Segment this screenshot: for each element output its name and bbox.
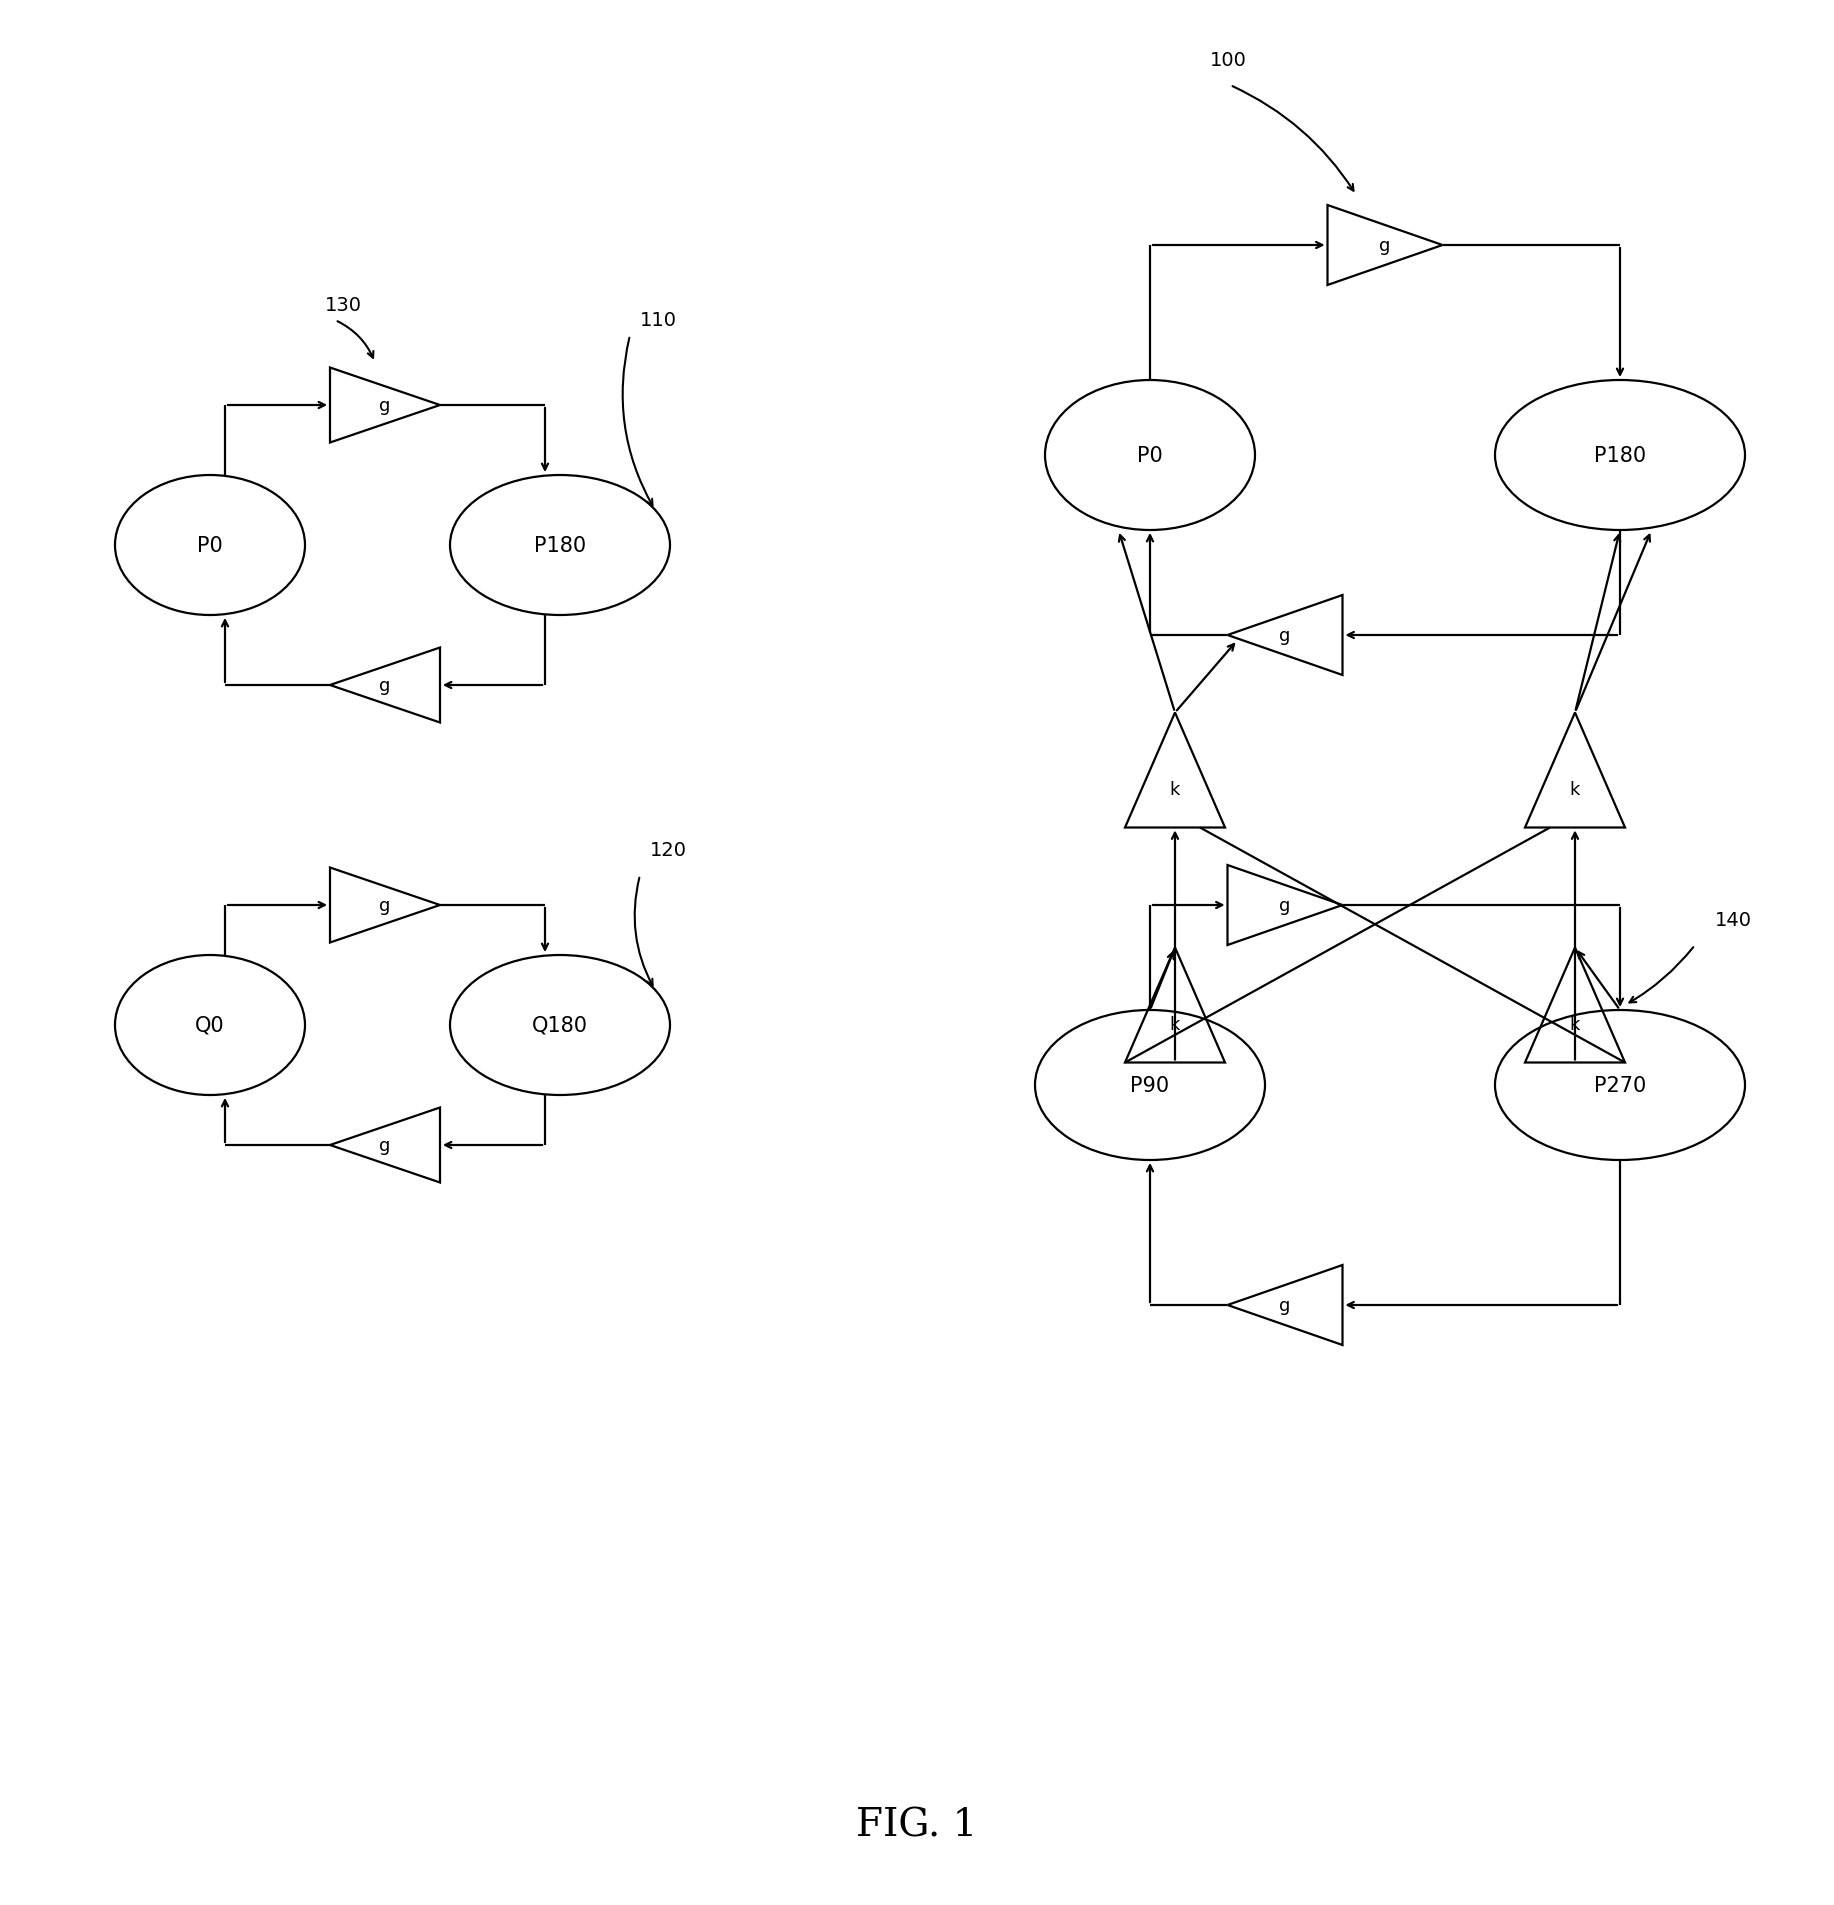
Text: g: g <box>1280 897 1291 914</box>
Text: FIG. 1: FIG. 1 <box>856 1806 978 1844</box>
Text: k: k <box>1170 781 1181 798</box>
Text: Q0: Q0 <box>194 1015 226 1036</box>
Text: g: g <box>380 897 391 914</box>
Text: g: g <box>380 1137 391 1154</box>
Text: 130: 130 <box>325 295 361 314</box>
Text: 110: 110 <box>640 311 677 330</box>
Text: k: k <box>1570 1015 1581 1034</box>
Text: Q180: Q180 <box>532 1015 589 1036</box>
Text: g: g <box>1379 236 1390 255</box>
Text: P180: P180 <box>1594 446 1647 465</box>
Text: k: k <box>1570 781 1581 798</box>
Text: g: g <box>380 676 391 695</box>
Text: g: g <box>1280 627 1291 644</box>
Text: P0: P0 <box>1137 446 1163 465</box>
Text: 100: 100 <box>1210 51 1247 70</box>
Text: g: g <box>380 396 391 415</box>
Text: 140: 140 <box>1715 911 1751 930</box>
Text: P270: P270 <box>1594 1076 1647 1095</box>
Text: k: k <box>1170 1015 1181 1034</box>
Text: P90: P90 <box>1130 1076 1170 1095</box>
Text: g: g <box>1280 1295 1291 1314</box>
Text: P180: P180 <box>534 535 587 556</box>
Text: P0: P0 <box>196 535 224 556</box>
Text: 120: 120 <box>649 840 688 859</box>
